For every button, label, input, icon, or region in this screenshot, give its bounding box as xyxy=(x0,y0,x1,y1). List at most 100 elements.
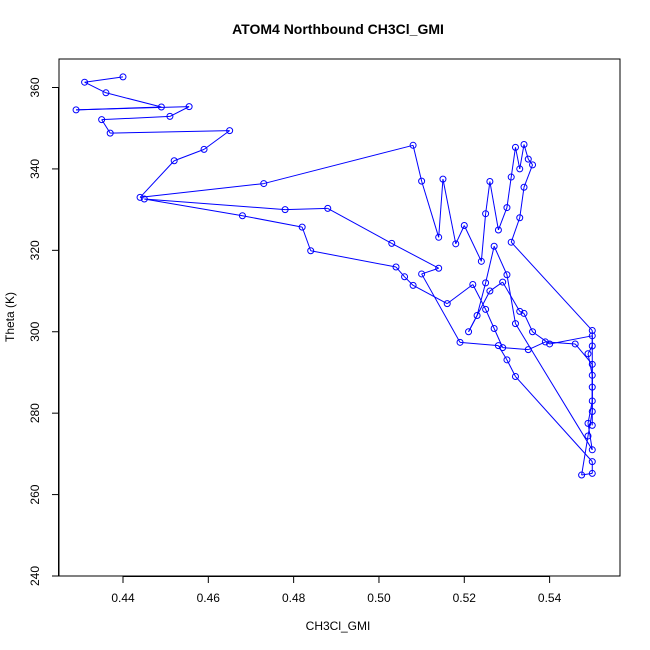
series-segment xyxy=(101,119,111,134)
x-tick-label: 0.46 xyxy=(197,591,221,605)
series-segment xyxy=(263,144,414,185)
series-segment xyxy=(587,345,593,354)
data-point xyxy=(119,73,127,81)
series-segment xyxy=(144,198,243,217)
y-tick-label: 280 xyxy=(28,403,42,423)
data-point xyxy=(166,112,174,120)
series-segment xyxy=(84,76,124,83)
data-point xyxy=(452,240,460,248)
data-point xyxy=(511,143,519,151)
series-segment xyxy=(493,246,508,275)
series-segment xyxy=(412,145,423,182)
data-point xyxy=(439,175,447,183)
series-segment xyxy=(421,180,440,238)
data-point xyxy=(226,127,234,135)
data-point xyxy=(486,287,494,295)
data-point xyxy=(584,350,592,358)
series-segment xyxy=(446,284,474,305)
data-point xyxy=(511,373,519,381)
data-point xyxy=(482,305,490,313)
series-segment xyxy=(472,284,487,310)
data-point xyxy=(588,469,596,477)
data-point xyxy=(238,212,246,220)
data-point xyxy=(388,239,396,247)
series-segment xyxy=(140,183,264,198)
data-point xyxy=(418,177,426,185)
data-point xyxy=(260,180,268,188)
series-segment xyxy=(545,341,576,345)
data-point xyxy=(106,129,114,137)
data-point xyxy=(516,165,524,173)
data-point xyxy=(157,103,165,111)
chart-title: ATOM4 Northbound CH3Cl_GMI xyxy=(232,21,444,37)
y-tick-label: 260 xyxy=(28,484,42,504)
data-point xyxy=(588,342,596,350)
data-point xyxy=(516,307,524,315)
data-point xyxy=(503,271,511,279)
series-segment xyxy=(412,284,448,305)
series-segment xyxy=(510,241,593,331)
data-point xyxy=(503,204,511,212)
data-point xyxy=(507,173,515,181)
data-point xyxy=(140,195,148,203)
series-segment xyxy=(519,144,525,169)
y-tick-label: 240 xyxy=(28,566,42,586)
x-axis: 0.44 0.46 0.48 0.50 0.52 0.54 xyxy=(111,576,562,605)
x-tick-label: 0.52 xyxy=(453,591,477,605)
series-segment xyxy=(489,281,503,292)
data-point xyxy=(72,106,80,114)
data-point xyxy=(486,178,494,186)
series-segment xyxy=(76,106,190,111)
data-point xyxy=(98,116,106,124)
series-segment xyxy=(110,130,230,134)
data-point xyxy=(136,193,144,201)
data-point xyxy=(102,89,110,97)
data-point xyxy=(409,141,417,149)
series-segment xyxy=(549,335,593,345)
series-segment xyxy=(101,115,170,121)
data-point xyxy=(81,78,89,86)
data-point xyxy=(546,340,554,348)
data-point xyxy=(499,278,507,286)
data-point xyxy=(516,214,524,222)
series-segment xyxy=(84,81,107,94)
data-point xyxy=(503,356,511,364)
series-segment xyxy=(459,341,499,347)
data-point xyxy=(435,233,443,241)
series-segment xyxy=(506,176,512,208)
data-point xyxy=(324,204,332,212)
y-axis-label: Theta (K) xyxy=(3,292,17,342)
data-point xyxy=(477,257,485,265)
data-point xyxy=(469,281,477,289)
series-segment xyxy=(442,178,457,244)
data-point xyxy=(584,432,592,440)
data-point xyxy=(520,183,528,191)
series-segment xyxy=(587,423,593,450)
series-segment xyxy=(476,282,487,316)
series-segment xyxy=(506,274,516,324)
series-segment xyxy=(587,353,593,376)
data-point xyxy=(281,206,289,214)
series-segment xyxy=(574,343,593,365)
data-point xyxy=(307,247,315,255)
data-point xyxy=(443,300,451,308)
data-point xyxy=(409,281,417,289)
series-segment xyxy=(480,213,487,262)
data-point xyxy=(511,320,519,328)
data-point xyxy=(588,408,596,416)
series-segment xyxy=(174,148,205,162)
y-tick-label: 360 xyxy=(28,77,42,97)
data-point xyxy=(298,223,306,231)
data-point xyxy=(435,264,443,272)
series-segment xyxy=(502,281,521,312)
data-point xyxy=(524,346,532,354)
series-segment xyxy=(139,160,175,198)
y-tick-label: 320 xyxy=(28,240,42,260)
data-point xyxy=(578,471,586,479)
x-axis-label: CH3Cl_GMI xyxy=(306,619,371,633)
data-point xyxy=(490,324,498,332)
series-segment xyxy=(463,225,482,262)
data-point xyxy=(571,340,579,348)
series-segment xyxy=(485,246,495,284)
x-tick-label: 0.44 xyxy=(111,591,135,605)
